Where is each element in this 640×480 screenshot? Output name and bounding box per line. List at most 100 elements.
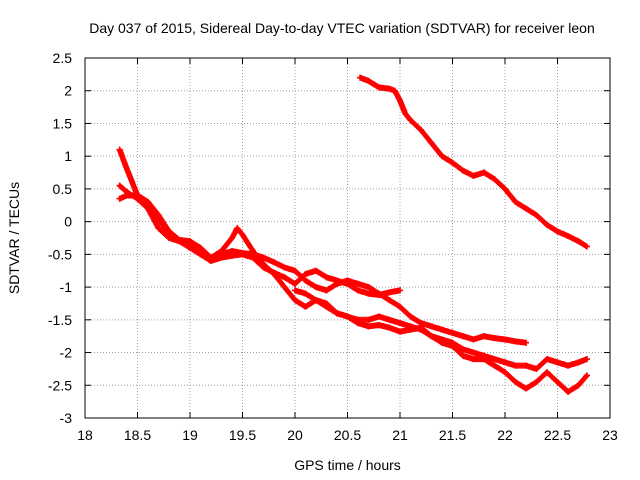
data-point — [470, 356, 477, 363]
data-point — [313, 284, 319, 291]
data-point — [428, 323, 435, 330]
data-point — [397, 328, 403, 335]
y-tick-label: 2 — [64, 83, 72, 99]
data-point — [281, 264, 288, 271]
series-markers — [116, 182, 403, 298]
data-point — [357, 74, 364, 81]
data-point — [391, 87, 398, 94]
data-point — [460, 346, 466, 353]
data-point — [386, 324, 393, 331]
data-point — [386, 85, 393, 92]
data-point — [323, 274, 330, 281]
x-tick-label: 20.5 — [334, 427, 361, 443]
x-tick-label: 22.5 — [544, 427, 571, 443]
data-point — [370, 81, 377, 88]
chart-title: Day 037 of 2015, Sidereal Day-to-day VTE… — [89, 20, 595, 36]
data-point — [575, 382, 582, 389]
data-series — [116, 74, 590, 395]
data-point — [250, 248, 256, 255]
data-point — [460, 167, 466, 174]
data-point — [116, 195, 123, 202]
axis-ticks: 18 18.5 19 19.5 20 20.5 21 21.5 22 22.5 232.521.51… — [48, 50, 618, 443]
data-point — [323, 287, 330, 294]
series-trace-3 — [116, 182, 403, 298]
x-tick-label: 22 — [497, 427, 513, 443]
data-point — [544, 356, 550, 363]
x-tick-label: 18.5 — [124, 427, 151, 443]
data-point — [397, 97, 403, 104]
x-tick-label: 19 — [182, 427, 198, 443]
data-point — [229, 235, 235, 241]
data-point — [533, 365, 540, 372]
y-tick-label: -3 — [60, 410, 73, 426]
data-point — [376, 322, 382, 329]
data-point — [386, 316, 393, 323]
data-point — [365, 290, 372, 297]
data-point — [239, 231, 246, 238]
data-point — [302, 290, 309, 297]
data-point — [565, 362, 571, 369]
data-point — [512, 199, 519, 205]
data-point — [460, 352, 466, 359]
data-point — [449, 329, 456, 336]
data-point — [523, 205, 529, 212]
data-point — [292, 297, 298, 304]
data-point — [313, 267, 319, 274]
data-point — [292, 267, 298, 274]
data-point — [502, 336, 508, 343]
data-point — [491, 176, 498, 183]
y-tick-label: 1 — [64, 148, 72, 164]
data-point — [218, 248, 225, 255]
data-point — [292, 287, 298, 294]
data-point — [250, 254, 256, 261]
series-trace-1 — [357, 74, 590, 250]
data-point — [523, 362, 529, 369]
data-point — [187, 244, 193, 251]
data-point — [176, 238, 183, 245]
data-point — [234, 225, 241, 232]
data-point — [583, 372, 590, 379]
y-tick-label: 0 — [64, 214, 72, 230]
data-point — [260, 254, 267, 261]
data-point — [583, 243, 590, 250]
data-point — [292, 280, 298, 287]
grid — [85, 58, 610, 418]
data-point — [116, 182, 123, 189]
data-point — [481, 356, 487, 363]
data-point — [355, 320, 361, 327]
data-point — [491, 335, 498, 342]
data-point — [583, 356, 590, 363]
data-point — [418, 127, 424, 133]
x-tick-label: 23 — [602, 427, 618, 443]
data-point — [470, 172, 477, 179]
data-point — [407, 326, 414, 333]
series-trace-5 — [292, 287, 590, 395]
data-point — [334, 310, 340, 317]
data-point — [428, 333, 435, 340]
data-point — [271, 259, 277, 266]
data-point — [512, 362, 519, 369]
y-tick-label: 1.5 — [53, 115, 73, 131]
data-point — [197, 251, 204, 258]
data-point — [229, 252, 235, 259]
data-point — [449, 343, 456, 349]
data-point — [502, 185, 508, 192]
data-point — [166, 231, 172, 238]
data-point — [376, 291, 382, 298]
data-point — [533, 212, 540, 219]
data-point — [428, 140, 435, 147]
data-point — [418, 324, 424, 331]
y-axis-label: SDTVAR / TECUs — [6, 182, 22, 294]
data-point — [344, 313, 351, 320]
data-point — [334, 277, 340, 284]
data-point — [218, 254, 225, 261]
series-markers — [292, 287, 590, 395]
data-point — [502, 359, 508, 366]
data-point — [523, 339, 529, 346]
data-point — [565, 388, 571, 395]
x-tick-label: 20 — [287, 427, 303, 443]
x-tick-label: 21 — [392, 427, 408, 443]
data-point — [355, 280, 361, 287]
data-point — [386, 289, 393, 296]
